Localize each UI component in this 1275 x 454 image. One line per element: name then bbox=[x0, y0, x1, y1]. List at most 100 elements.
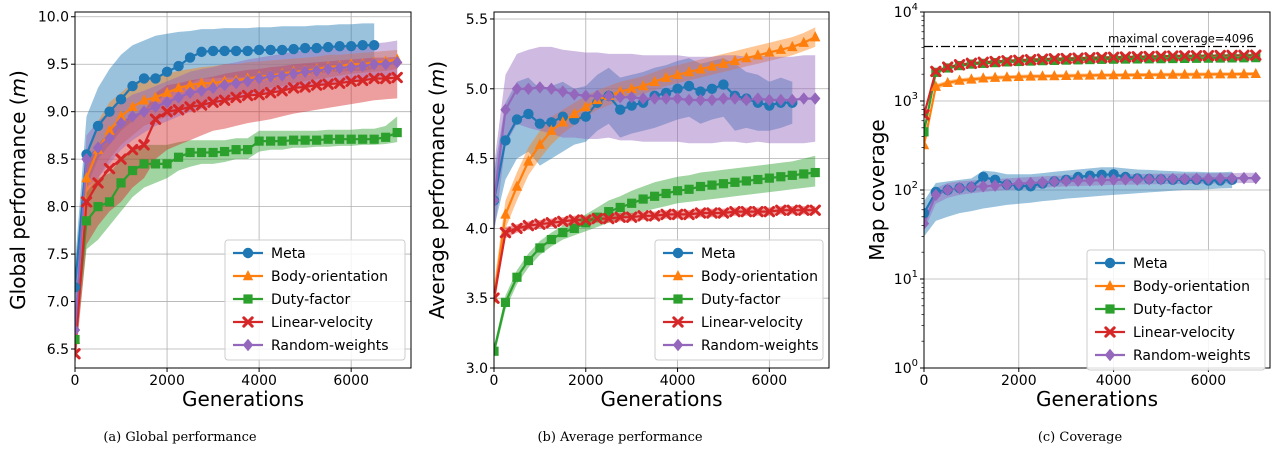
point-meta bbox=[546, 117, 557, 128]
point-random-weights bbox=[1108, 173, 1119, 187]
point-random-weights bbox=[104, 132, 115, 145]
point-linear-velocity bbox=[322, 78, 334, 90]
point-body-orientation bbox=[196, 77, 207, 88]
point-duty-factor bbox=[924, 127, 929, 137]
point-linear-velocity bbox=[218, 94, 231, 106]
x-tick-label: 4000 bbox=[1096, 373, 1132, 389]
legend-item-random-weights: Random-weights bbox=[1095, 348, 1251, 364]
point-linear-velocity bbox=[786, 204, 798, 216]
point-random-weights bbox=[954, 181, 965, 195]
legend-marker-meta bbox=[1104, 257, 1116, 269]
point-duty-factor bbox=[208, 147, 218, 158]
point-random-weights bbox=[115, 116, 127, 130]
point-linear-velocity bbox=[798, 204, 810, 216]
point-body-orientation bbox=[626, 82, 637, 93]
point-meta bbox=[322, 41, 334, 53]
legend-marker-body-orientation bbox=[1104, 280, 1116, 291]
point-random-weights bbox=[1084, 174, 1096, 187]
point-linear-velocity bbox=[1119, 51, 1132, 63]
point-duty-factor bbox=[1144, 54, 1154, 64]
point-random-weights bbox=[1191, 172, 1202, 185]
point-random-weights bbox=[637, 92, 649, 105]
legend-item-linear-velocity: Linear-velocity bbox=[663, 315, 803, 331]
chart-a-plot-area bbox=[75, 23, 403, 368]
legend-label-body-orientation: Body-orientation bbox=[701, 269, 818, 285]
y-tick-label: 3.5 bbox=[466, 291, 488, 307]
point-duty-factor bbox=[1203, 53, 1213, 63]
point-body-orientation bbox=[924, 139, 930, 150]
point-random-weights bbox=[494, 194, 500, 207]
point-meta bbox=[683, 80, 695, 92]
point-duty-factor bbox=[604, 207, 614, 217]
point-duty-factor bbox=[162, 159, 172, 169]
point-random-weights bbox=[523, 82, 534, 95]
chart-a-axes-frame bbox=[74, 11, 412, 369]
legend-label-body-orientation: Body-orientation bbox=[1133, 279, 1250, 295]
point-body-orientation bbox=[1001, 71, 1013, 82]
legend-label-duty-factor: Duty-factor bbox=[701, 292, 780, 308]
x-axis-label: Generations bbox=[601, 387, 723, 411]
point-linear-velocity bbox=[299, 81, 311, 93]
legend-item-duty-factor: Duty-factor bbox=[233, 292, 350, 308]
point-body-orientation bbox=[1226, 68, 1238, 79]
point-duty-factor bbox=[150, 159, 161, 169]
point-body-orientation bbox=[1203, 68, 1214, 79]
point-random-weights bbox=[92, 141, 104, 154]
point-linear-velocity bbox=[740, 205, 753, 218]
point-body-orientation bbox=[649, 75, 660, 87]
point-linear-velocity bbox=[499, 226, 512, 239]
point-body-orientation bbox=[695, 63, 706, 74]
point-duty-factor bbox=[638, 194, 648, 204]
point-meta bbox=[718, 79, 729, 90]
point-duty-factor bbox=[392, 127, 402, 138]
point-random-weights bbox=[1096, 173, 1107, 187]
markers-random-weights bbox=[75, 56, 403, 337]
point-linear-velocity bbox=[1178, 50, 1191, 62]
point-random-weights bbox=[930, 188, 942, 202]
y-tick-label: 102 bbox=[894, 180, 918, 199]
legend-label-duty-factor: Duty-factor bbox=[1133, 302, 1212, 318]
point-linear-velocity bbox=[1084, 52, 1096, 64]
point-linear-velocity bbox=[1202, 49, 1215, 62]
chart-b-axes-frame bbox=[493, 11, 830, 369]
point-meta bbox=[511, 114, 523, 125]
point-linear-velocity bbox=[1107, 51, 1120, 63]
point-body-orientation bbox=[966, 73, 977, 84]
point-body-orientation bbox=[810, 31, 821, 42]
chart-c-legend: Meta Body-orientation Duty-factor Linear-ve… bbox=[1086, 249, 1266, 371]
point-duty-factor bbox=[1227, 53, 1237, 63]
markers-linear-velocity bbox=[924, 49, 1262, 121]
point-duty-factor bbox=[684, 184, 694, 194]
y-tick-label: 5.0 bbox=[466, 82, 488, 98]
y-tick-label: 9.5 bbox=[47, 57, 69, 73]
point-linear-velocity bbox=[924, 109, 930, 121]
legend-marker-random-weights bbox=[672, 338, 684, 352]
point-linear-velocity bbox=[977, 56, 989, 69]
chart-b: 0 2000 4000 6000 3.0 3.5 4.0 4.5 5.0 5.5 Generatio… bbox=[425, 11, 830, 411]
point-body-orientation bbox=[1108, 69, 1119, 80]
point-duty-factor bbox=[289, 135, 299, 145]
point-body-orientation bbox=[1167, 68, 1179, 79]
point-duty-factor bbox=[1191, 53, 1202, 63]
point-random-weights bbox=[345, 60, 357, 74]
legend-label-meta: Meta bbox=[271, 246, 306, 262]
point-linear-velocity bbox=[1024, 54, 1037, 66]
point-random-weights bbox=[1132, 173, 1143, 186]
point-body-orientation bbox=[683, 66, 695, 77]
point-random-weights bbox=[219, 78, 230, 92]
point-body-orientation bbox=[1049, 69, 1060, 81]
point-linear-velocity bbox=[603, 212, 615, 225]
point-random-weights bbox=[1155, 173, 1167, 186]
point-random-weights bbox=[989, 179, 1001, 192]
point-linear-velocity bbox=[545, 217, 558, 229]
point-duty-factor bbox=[494, 346, 499, 356]
point-linear-velocity bbox=[184, 101, 196, 113]
markers-duty-factor bbox=[75, 127, 402, 345]
point-linear-velocity bbox=[1143, 50, 1155, 63]
point-random-weights bbox=[1037, 176, 1048, 189]
point-duty-factor bbox=[346, 134, 356, 144]
point-duty-factor bbox=[787, 170, 797, 180]
point-duty-factor bbox=[707, 180, 717, 190]
point-linear-velocity bbox=[557, 215, 569, 228]
point-random-weights bbox=[775, 93, 787, 107]
